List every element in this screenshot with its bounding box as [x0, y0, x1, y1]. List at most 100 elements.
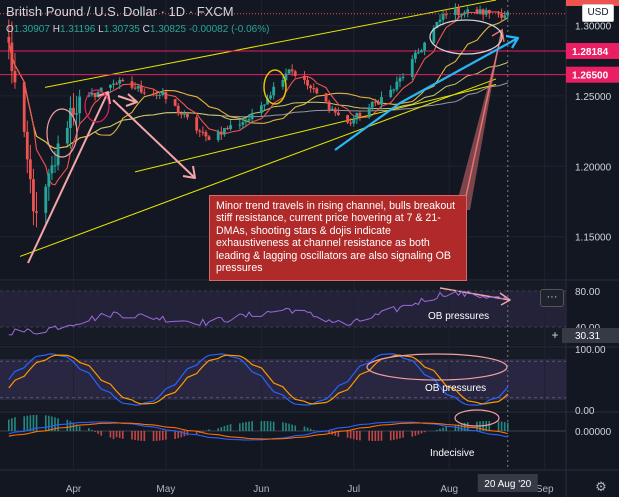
- candle-body: [50, 165, 54, 174]
- candle-body: [216, 131, 220, 140]
- plus-icon[interactable]: +: [551, 328, 559, 342]
- candle-body: [182, 113, 186, 115]
- candle-body: [90, 92, 94, 95]
- candle-body: [500, 13, 503, 18]
- open-label: O: [6, 24, 14, 35]
- stoch-k-line: [8, 353, 509, 406]
- indecisive-label: Indecisive: [430, 448, 475, 459]
- candle-body: [420, 50, 423, 53]
- y-tick-label: 1.25000: [575, 92, 612, 103]
- candle-body: [198, 130, 202, 132]
- candle-body: [155, 94, 159, 96]
- candle-body: [484, 10, 488, 15]
- axes: Apr May Jun Jul Aug Sep 1.30000 1.25000 1.20000 1…: [66, 0, 619, 495]
- stoch-tick-label: 0.00: [575, 406, 595, 417]
- y-tick-label: 1.30000: [575, 21, 612, 32]
- candle-body: [87, 94, 91, 97]
- close-label: C: [142, 24, 150, 35]
- macd-tick-label: 0.00000: [575, 427, 612, 438]
- candle-body: [28, 159, 32, 180]
- candle-body: [173, 99, 177, 106]
- rsi-arrow: [439, 287, 511, 301]
- pink-arrow-down-head: [182, 165, 196, 179]
- candle-body: [324, 93, 328, 102]
- candle-body: [398, 78, 402, 82]
- candle-body: [380, 96, 383, 105]
- x-tick-label: Jul: [347, 484, 360, 495]
- candle-body: [373, 101, 377, 103]
- candle-body: [186, 113, 189, 118]
- stoch-d-line: [8, 354, 509, 405]
- date-label: 20 Aug '20: [484, 479, 531, 490]
- candle-body: [136, 86, 140, 89]
- currency-button[interactable]: USD: [582, 4, 614, 22]
- x-tick-label: Aug: [440, 484, 458, 495]
- ob-pressures-label-2: OB pressures: [425, 383, 486, 394]
- candle-body: [272, 86, 276, 96]
- pink-arrow-small: [117, 95, 137, 103]
- candle-body: [263, 104, 266, 106]
- macd-signal-line: [8, 422, 508, 440]
- candle-body: [96, 92, 100, 98]
- candle-body: [176, 105, 180, 114]
- candle-body: [152, 93, 155, 95]
- candle-body: [226, 128, 229, 130]
- candle-body: [142, 92, 146, 94]
- candle-body: [481, 9, 485, 15]
- candle-body: [349, 122, 353, 124]
- candle-body: [333, 108, 337, 113]
- candle-body: [370, 101, 374, 108]
- channel-mid-line: [134, 84, 497, 173]
- annotation-pointer-fill: [455, 40, 500, 210]
- candle-body: [306, 79, 309, 86]
- x-tick-label: Jun: [253, 484, 269, 495]
- rsi-pane[interactable]: OB pressures: [0, 290, 566, 336]
- gear-icon[interactable]: ⚙: [595, 479, 607, 494]
- annotation-box: Minor trend travels in rising channel, b…: [209, 195, 467, 281]
- candle-body: [487, 10, 491, 14]
- candle-body: [195, 117, 199, 131]
- candle-body: [336, 112, 340, 116]
- candle-body: [269, 95, 272, 99]
- candle-body: [35, 211, 38, 213]
- candle-body: [204, 132, 208, 137]
- candle-body: [179, 113, 183, 115]
- candle-body: [432, 28, 436, 43]
- ellipse-april: [84, 89, 110, 123]
- candle-body: [69, 107, 72, 128]
- rsi-tick-label: 80.00: [575, 287, 600, 298]
- high-value: 1.31196: [59, 24, 96, 35]
- stochastic-pane[interactable]: OB pressures: [0, 353, 566, 406]
- ma21-line: [8, 17, 509, 149]
- chart-title: British Pound / U.S. Dollar · 1D · FXCM: [6, 4, 234, 19]
- ob-pressures-label-1: OB pressures: [428, 311, 489, 322]
- stoch-tick-label: 100.00: [575, 345, 606, 356]
- candle-body: [466, 9, 470, 13]
- candle-body: [238, 124, 242, 126]
- candle-body: [367, 107, 371, 118]
- stoch-ellipse: [366, 353, 508, 381]
- pink-arrow-up-head: [97, 91, 111, 105]
- channel-lower-line: [19, 78, 497, 257]
- pink-arrow-up: [27, 91, 109, 264]
- macd-pane[interactable]: Indecisive: [0, 409, 566, 459]
- candle-body: [454, 7, 457, 15]
- low-value: 1.30735: [103, 24, 140, 35]
- candle-body: [32, 179, 35, 212]
- candle-body: [10, 42, 14, 72]
- candle-body: [99, 87, 103, 93]
- high-label: H: [52, 24, 60, 35]
- price-pane[interactable]: [0, 0, 566, 306]
- more-options-icon[interactable]: ···: [540, 289, 564, 307]
- candle-body: [392, 89, 396, 91]
- candle-body: [284, 73, 288, 81]
- candle-body: [139, 86, 143, 93]
- candle-body: [133, 87, 137, 89]
- rsi-line: [8, 290, 508, 336]
- candle-body: [435, 21, 439, 29]
- price-label: 1.26500: [572, 71, 609, 82]
- ellipse-march: [46, 108, 78, 158]
- open-value: 1.30907: [13, 24, 50, 35]
- candle-body: [109, 84, 112, 88]
